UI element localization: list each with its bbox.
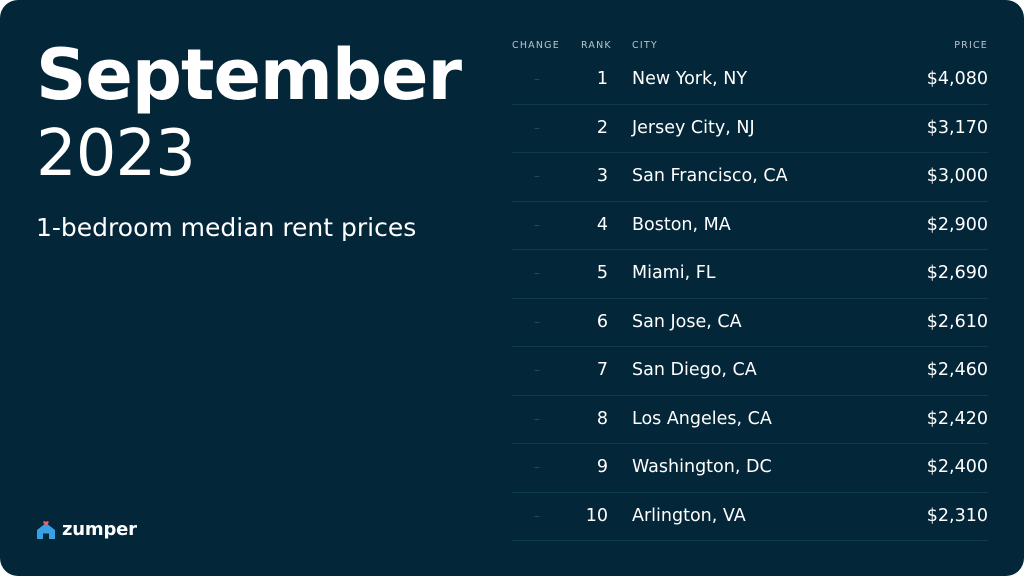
brand-name: zumper — [62, 518, 137, 540]
cell-city: Boston, MA — [632, 214, 731, 235]
cell-city: Miami, FL — [632, 263, 716, 283]
cell-price: $2,610 — [926, 311, 988, 332]
table-row: – 1 New York, NY $4,080 — [512, 56, 988, 105]
page-title-year: 2023 — [36, 117, 196, 191]
page-subtitle: 1-bedroom median rent prices — [36, 213, 417, 242]
cell-rank: 6 — [596, 311, 608, 332]
cell-rank: 4 — [596, 214, 608, 235]
cell-price: $2,900 — [926, 214, 988, 235]
cell-price: $2,310 — [926, 505, 988, 526]
cell-rank: 1 — [596, 69, 608, 89]
table-row: – 6 San Jose, CA $2,610 — [512, 299, 988, 347]
cell-price: $4,080 — [926, 69, 988, 89]
table-row: – 3 San Francisco, CA $3,000 — [512, 153, 988, 202]
table-row: – 7 San Diego, CA $2,460 — [512, 347, 988, 396]
column-header-rank: RANK — [581, 40, 612, 51]
cell-price: $3,000 — [926, 166, 988, 186]
column-header-city: CITY — [632, 40, 658, 51]
cell-change: – — [534, 411, 540, 426]
table-row: – 2 Jersey City, NJ $3,170 — [512, 105, 988, 153]
cell-city: San Francisco, CA — [632, 166, 788, 186]
cell-rank: 9 — [596, 457, 608, 477]
cell-price: $2,690 — [926, 263, 988, 283]
cell-price: $3,170 — [926, 117, 988, 138]
cell-change: – — [534, 169, 540, 183]
cell-city: New York, NY — [632, 69, 748, 89]
cell-city: San Jose, CA — [632, 311, 742, 332]
house-heart-icon — [37, 521, 55, 539]
table-row: – 8 Los Angeles, CA $2,420 — [512, 396, 988, 444]
table-row: – 5 Miami, FL $2,690 — [512, 250, 988, 299]
table-body: – 1 New York, NY $4,080 – 2 Jersey City, NJ $3,… — [512, 56, 988, 541]
cell-change: – — [534, 217, 540, 232]
table-row: – 10 Arlington, VA $2,310 — [512, 493, 988, 541]
cell-change: – — [534, 120, 540, 135]
table-row: – 4 Boston, MA $2,900 — [512, 202, 988, 250]
cell-change: – — [534, 266, 540, 280]
cell-price: $2,420 — [926, 408, 988, 429]
cell-change: – — [534, 508, 540, 523]
table-row: – 9 Washington, DC $2,400 — [512, 444, 988, 493]
table-header: CHANGE RANK CITY PRICE — [512, 38, 988, 56]
cell-rank: 5 — [596, 263, 608, 283]
column-header-price: PRICE — [954, 40, 988, 51]
cell-rank: 2 — [596, 117, 608, 138]
cell-city: Arlington, VA — [632, 505, 746, 526]
cell-price: $2,460 — [926, 360, 988, 380]
cell-city: Washington, DC — [632, 457, 772, 477]
cell-rank: 7 — [596, 360, 608, 380]
brand-logo: zumper — [36, 518, 137, 540]
rent-table: CHANGE RANK CITY PRICE – 1 New York, NY $4,… — [512, 38, 988, 541]
cell-rank: 3 — [596, 166, 608, 186]
cell-change: – — [534, 72, 540, 86]
cell-city: Los Angeles, CA — [632, 408, 772, 429]
cell-rank: 10 — [585, 505, 608, 526]
column-header-change: CHANGE — [512, 40, 560, 51]
cell-price: $2,400 — [926, 457, 988, 477]
cell-change: – — [534, 363, 540, 377]
cell-rank: 8 — [596, 408, 608, 429]
cell-city: San Diego, CA — [632, 360, 757, 380]
page-title-month: September — [36, 34, 462, 116]
cell-change: – — [534, 460, 540, 474]
cell-change: – — [534, 314, 540, 329]
cell-city: Jersey City, NJ — [632, 117, 755, 138]
